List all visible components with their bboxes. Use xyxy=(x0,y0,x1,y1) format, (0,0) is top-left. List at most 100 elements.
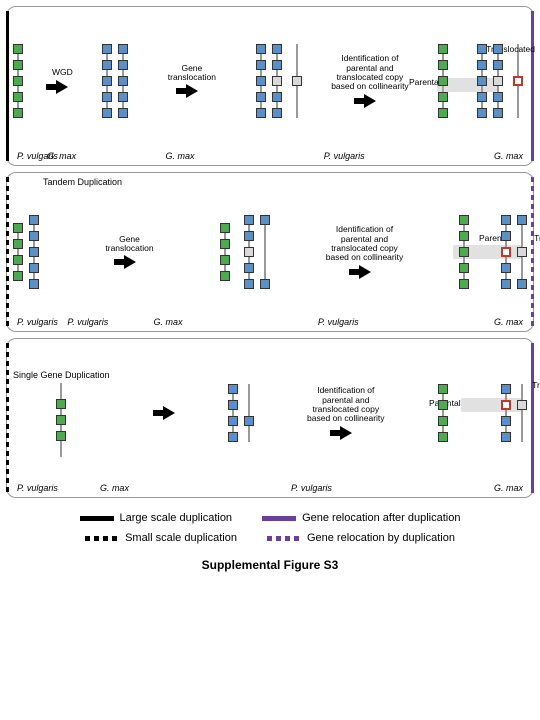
gene-blue xyxy=(256,108,266,118)
gene-blue xyxy=(228,416,238,426)
gene-blue xyxy=(501,263,511,273)
gm-after-wgd xyxy=(102,44,128,118)
gene-blue xyxy=(228,384,238,394)
chromosome-extra xyxy=(513,44,523,118)
gene-spacer xyxy=(292,60,302,70)
translocation-step: Gene translocation xyxy=(95,235,165,270)
chromosome xyxy=(29,215,39,289)
gene-blue xyxy=(118,44,128,54)
gene-blue xyxy=(501,416,511,426)
chromosome xyxy=(501,384,511,442)
chromosome xyxy=(244,215,254,289)
gene-green xyxy=(13,92,23,102)
gene-green xyxy=(220,255,230,265)
gene-blue xyxy=(477,60,487,70)
gene-green xyxy=(13,223,23,233)
gene-spacer xyxy=(517,263,527,273)
tandem-mid xyxy=(220,215,270,289)
arrow-icon xyxy=(163,406,175,420)
translocation-label: Gene translocation xyxy=(95,235,165,254)
gene-blue xyxy=(29,263,39,273)
chromosome-extra xyxy=(292,44,302,118)
gene-green xyxy=(13,255,23,265)
translocation-step: Gene translocation xyxy=(157,64,227,99)
chromosome-extra xyxy=(517,215,527,289)
gm-single-mid xyxy=(228,384,254,442)
gene-green xyxy=(438,92,448,102)
gene-blue xyxy=(102,76,112,86)
gene-spacer xyxy=(292,92,302,102)
identification-step: Identification of parental and transloca… xyxy=(331,54,409,107)
gene-spacer xyxy=(517,384,527,394)
gene-blue xyxy=(493,92,503,102)
legend-swatch xyxy=(80,516,114,521)
gene-blue xyxy=(102,92,112,102)
gene-empty xyxy=(292,76,302,86)
gene-blue xyxy=(272,108,282,118)
species: G. max xyxy=(47,151,76,161)
species: G. max xyxy=(154,317,183,327)
pv-initial xyxy=(13,44,23,118)
gene-spacer xyxy=(56,383,66,393)
species: P. vulgaris xyxy=(291,483,332,493)
gene-spacer xyxy=(517,416,527,426)
identification-step: Identification of parental and transloca… xyxy=(326,225,404,278)
chromosome xyxy=(459,215,469,289)
gene-spacer xyxy=(244,400,254,410)
gene-blue xyxy=(244,279,254,289)
chromosome xyxy=(256,44,266,118)
gene-blue xyxy=(501,432,511,442)
species: P. vulgaris xyxy=(324,151,365,161)
gene-blue xyxy=(29,279,39,289)
arrow-icon xyxy=(364,94,376,108)
arrow-step xyxy=(163,406,175,420)
panel-tandem-row: Gene translocation xyxy=(13,187,527,317)
gene-green xyxy=(438,108,448,118)
gene-blue xyxy=(256,76,266,86)
gene-green xyxy=(56,431,66,441)
gene-spacer xyxy=(292,108,302,118)
right-bracket-solid xyxy=(531,343,534,493)
pv-single-1 xyxy=(56,383,66,457)
legend-item: Gene relocation by duplication xyxy=(267,532,455,544)
gene-blue xyxy=(244,263,254,273)
wgd-step: WGD xyxy=(52,68,73,93)
gene-green xyxy=(13,239,23,249)
identification-label: Identification of parental and transloca… xyxy=(326,225,404,262)
gene-green xyxy=(459,279,469,289)
gene-green xyxy=(438,384,448,394)
panel-single: Single Gene Duplication xyxy=(6,338,534,498)
chromosome xyxy=(272,44,282,118)
species: P. vulgaris xyxy=(17,317,58,327)
tandem-title: Tandem Duplication xyxy=(43,177,527,187)
legend-swatch xyxy=(267,536,301,541)
gene-green xyxy=(459,231,469,241)
figure-caption: Supplemental Figure S3 xyxy=(6,558,534,572)
gene-blue xyxy=(118,108,128,118)
gene-blue xyxy=(477,108,487,118)
gene-blue xyxy=(102,108,112,118)
identification-label: Identification of parental and transloca… xyxy=(331,54,409,91)
pv-tandem-1 xyxy=(13,215,39,289)
legend-text: Gene relocation by duplication xyxy=(307,532,455,544)
gene-empty xyxy=(517,400,527,410)
gene-spacer xyxy=(260,263,270,273)
wgd-label: WGD xyxy=(52,68,73,77)
gene-blue xyxy=(228,432,238,442)
gene-green xyxy=(438,416,448,426)
gene-blue xyxy=(260,279,270,289)
gene-blue xyxy=(102,60,112,70)
gene-spacer xyxy=(517,432,527,442)
gene-green xyxy=(459,215,469,225)
translocation-label: Gene translocation xyxy=(157,64,227,83)
chromosome xyxy=(56,383,66,457)
gene-green xyxy=(220,239,230,249)
translocated-label: Translocated xyxy=(532,380,540,390)
chromosome xyxy=(118,44,128,118)
gene-blue xyxy=(493,44,503,54)
gene-blue xyxy=(118,60,128,70)
chromosome xyxy=(13,44,23,118)
arrow-icon xyxy=(56,80,68,94)
chromosome-extra xyxy=(260,215,270,289)
gene-blue xyxy=(244,215,254,225)
